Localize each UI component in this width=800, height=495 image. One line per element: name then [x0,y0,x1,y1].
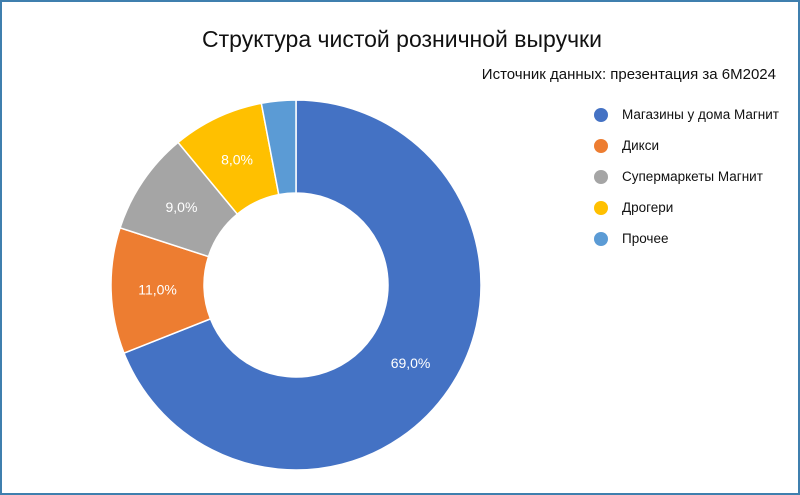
donut-data-label-3: 9,0% [165,199,197,215]
legend-item-4: Дрогери [594,192,779,223]
donut-data-label-1: 69,0% [391,355,431,371]
legend-swatch-icon [594,200,608,215]
donut-slice-5 [260,99,297,196]
donut-slice-1 [123,99,482,471]
legend-swatch-icon [594,138,608,153]
donut-data-label-2: 11,0% [138,281,177,297]
donut-data-label-4: 8,0% [221,152,253,168]
legend-label: Супермаркеты Магнит [622,169,763,184]
chart-legend: Магазины у дома Магнит Дикси Супермаркеты … [594,99,779,254]
legend-label: Дрогери [622,200,674,215]
legend-swatch-icon [594,169,608,184]
legend-label: Дикси [622,138,660,153]
legend-label: Магазины у дома Магнит [622,107,779,122]
legend-swatch-icon [594,231,608,246]
legend-item-3: Супермаркеты Магнит [594,161,779,192]
chart-title: Структура чистой розничной выручки [202,26,602,52]
legend-item-2: Дикси [594,130,779,161]
chart-subtitle: Источник данных: презентация за 6М2024 [481,66,776,83]
legend-swatch-icon [594,107,608,122]
legend-item-1: Магазины у дома Магнит [594,99,779,130]
donut-data-labels: 69,0% 11,0% 9,0% 8,0% [138,152,430,371]
donut-slices [110,99,482,471]
legend-label: Прочее [622,231,669,246]
legend-item-5: Прочее [594,223,779,254]
